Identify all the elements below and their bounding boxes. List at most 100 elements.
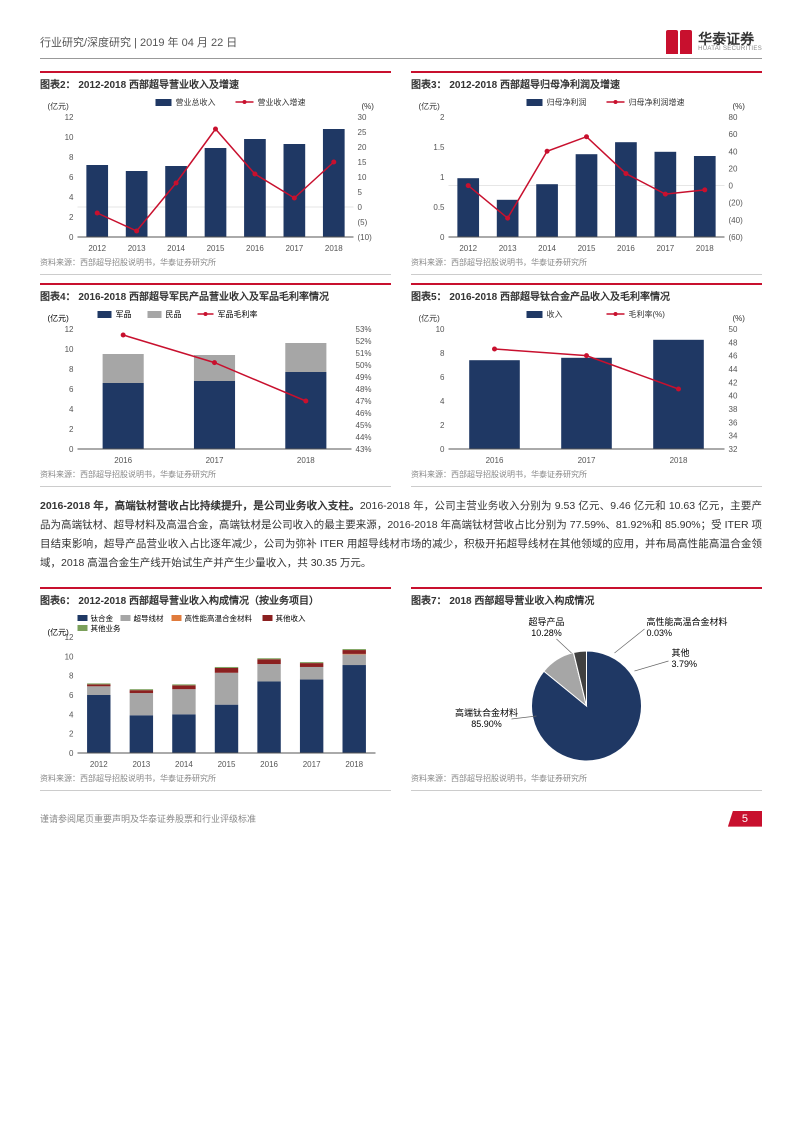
svg-text:(%): (%) xyxy=(362,102,375,111)
disclaimer: 谨请参阅尾页重要声明及华泰证券股票和行业评级标准 xyxy=(40,812,256,825)
svg-text:军品毛利率: 军品毛利率 xyxy=(218,309,258,319)
svg-text:2017: 2017 xyxy=(656,244,674,253)
svg-text:0: 0 xyxy=(440,233,445,242)
svg-text:1.5: 1.5 xyxy=(433,143,445,152)
svg-text:6: 6 xyxy=(69,385,74,394)
svg-text:超导产品: 超导产品 xyxy=(528,616,564,627)
svg-text:25: 25 xyxy=(358,128,367,137)
svg-text:6: 6 xyxy=(69,691,74,700)
svg-text:8: 8 xyxy=(69,153,74,162)
svg-text:45%: 45% xyxy=(356,421,372,430)
chart-4: 图表4： 2016-2018 西部超导军民产品营业收入及军品毛利率情况 军品民品… xyxy=(40,283,391,487)
svg-text:10: 10 xyxy=(65,345,74,354)
svg-text:2016: 2016 xyxy=(260,760,278,769)
svg-text:8: 8 xyxy=(69,671,74,680)
svg-text:2018: 2018 xyxy=(696,244,714,253)
svg-text:0: 0 xyxy=(69,749,74,758)
svg-text:3.79%: 3.79% xyxy=(672,659,698,669)
svg-text:毛利率(%): 毛利率(%) xyxy=(629,309,666,319)
svg-text:10.28%: 10.28% xyxy=(531,628,562,638)
svg-text:2017: 2017 xyxy=(303,760,321,769)
svg-text:钛合金: 钛合金 xyxy=(91,613,114,623)
chart-3-source: 资料来源：西部超导招股说明书，华泰证券研究所 xyxy=(411,257,762,275)
chart-2-source: 资料来源：西部超导招股说明书，华泰证券研究所 xyxy=(40,257,391,275)
chart-7-source: 资料来源：西部超导招股说明书，华泰证券研究所 xyxy=(411,773,762,791)
svg-text:52%: 52% xyxy=(356,337,372,346)
svg-text:0: 0 xyxy=(69,233,74,242)
svg-text:超导线材: 超导线材 xyxy=(134,613,164,623)
svg-text:2018: 2018 xyxy=(670,456,688,465)
svg-text:归母净利润增速: 归母净利润增速 xyxy=(629,97,685,107)
svg-text:32: 32 xyxy=(729,445,738,454)
logo-icon xyxy=(666,30,694,54)
svg-text:2018: 2018 xyxy=(345,760,363,769)
page-footer: 谨请参阅尾页重要声明及华泰证券股票和行业评级标准 5 xyxy=(40,811,762,827)
chart-6-title: 图表6： 2012-2018 西部超导营业收入构成情况（按业务项目） xyxy=(40,587,391,607)
page-number: 5 xyxy=(728,811,762,827)
svg-text:46: 46 xyxy=(729,352,738,361)
svg-text:8: 8 xyxy=(440,349,445,358)
chart-6-source: 资料来源：西部超导招股说明书，华泰证券研究所 xyxy=(40,773,391,791)
svg-text:2: 2 xyxy=(69,425,74,434)
svg-text:2017: 2017 xyxy=(206,456,224,465)
svg-text:80: 80 xyxy=(729,113,738,122)
svg-text:51%: 51% xyxy=(356,349,372,358)
svg-text:2: 2 xyxy=(440,113,445,122)
svg-text:6: 6 xyxy=(440,373,445,382)
svg-text:2012: 2012 xyxy=(90,760,108,769)
chart-7-title: 图表7： 2018 西部超导营业收入构成情况 xyxy=(411,587,762,607)
svg-text:军品: 军品 xyxy=(116,310,132,319)
svg-text:2: 2 xyxy=(440,421,445,430)
chart-5-source: 资料来源：西部超导招股说明书，华泰证券研究所 xyxy=(411,469,762,487)
page-header: 行业研究/深度研究 | 2019 年 04 月 22 日 华泰证券 HUATAI… xyxy=(40,30,762,59)
svg-text:42: 42 xyxy=(729,378,738,387)
svg-text:46%: 46% xyxy=(356,409,372,418)
svg-text:高性能高温合金材料: 高性能高温合金材料 xyxy=(647,616,728,627)
svg-text:0.03%: 0.03% xyxy=(647,628,673,638)
svg-text:2013: 2013 xyxy=(132,760,150,769)
svg-text:高性能高温合金材料: 高性能高温合金材料 xyxy=(185,613,253,623)
svg-text:(5): (5) xyxy=(358,218,368,227)
svg-text:4: 4 xyxy=(69,193,74,202)
svg-text:0: 0 xyxy=(729,182,734,191)
svg-text:60: 60 xyxy=(729,130,738,139)
chart-7: 图表7： 2018 西部超导营业收入构成情况 超导产品10.28% 高性能高温合金… xyxy=(411,587,762,791)
chart-2-title: 图表2： 2012-2018 西部超导营业收入及增速 xyxy=(40,71,391,91)
svg-text:2012: 2012 xyxy=(459,244,477,253)
svg-text:2016: 2016 xyxy=(617,244,635,253)
svg-text:2014: 2014 xyxy=(175,760,193,769)
logo-cn: 华泰证券 xyxy=(698,32,762,46)
chart-5-title: 图表5： 2016-2018 西部超导钛合金产品收入及毛利率情况 xyxy=(411,283,762,303)
svg-text:2018: 2018 xyxy=(325,244,343,253)
svg-text:50: 50 xyxy=(729,325,738,334)
chart-4-source: 资料来源：西部超导招股说明书，华泰证券研究所 xyxy=(40,469,391,487)
svg-text:2016: 2016 xyxy=(246,244,264,253)
header-breadcrumb: 行业研究/深度研究 | 2019 年 04 月 22 日 xyxy=(40,34,237,50)
svg-text:47%: 47% xyxy=(356,397,372,406)
svg-text:(40): (40) xyxy=(729,216,744,225)
svg-text:40: 40 xyxy=(729,392,738,401)
svg-text:2015: 2015 xyxy=(578,244,596,253)
logo-en: HUATAI SECURITIES xyxy=(698,46,762,52)
svg-text:4: 4 xyxy=(69,710,74,719)
svg-text:其他收入: 其他收入 xyxy=(276,613,306,623)
chart-3: 图表3： 2012-2018 西部超导归母净利润及增速 归母净利润归母净利润增速… xyxy=(411,71,762,275)
chart-6: 图表6： 2012-2018 西部超导营业收入构成情况（按业务项目） 钛合金 超导… xyxy=(40,587,391,791)
svg-text:(20): (20) xyxy=(729,199,744,208)
svg-text:10: 10 xyxy=(65,652,74,661)
svg-text:36: 36 xyxy=(729,418,738,427)
svg-text:2016: 2016 xyxy=(486,456,504,465)
svg-text:(亿元): (亿元) xyxy=(419,313,441,323)
svg-text:(60): (60) xyxy=(729,233,744,242)
svg-text:2018: 2018 xyxy=(297,456,315,465)
svg-text:49%: 49% xyxy=(356,373,372,382)
svg-text:2017: 2017 xyxy=(285,244,303,253)
svg-text:20: 20 xyxy=(358,143,367,152)
svg-text:2: 2 xyxy=(69,213,74,222)
svg-text:48: 48 xyxy=(729,338,738,347)
svg-text:(亿元): (亿元) xyxy=(48,101,70,111)
svg-text:34: 34 xyxy=(729,432,738,441)
svg-text:5: 5 xyxy=(358,188,363,197)
svg-text:2017: 2017 xyxy=(578,456,596,465)
svg-text:43%: 43% xyxy=(356,445,372,454)
